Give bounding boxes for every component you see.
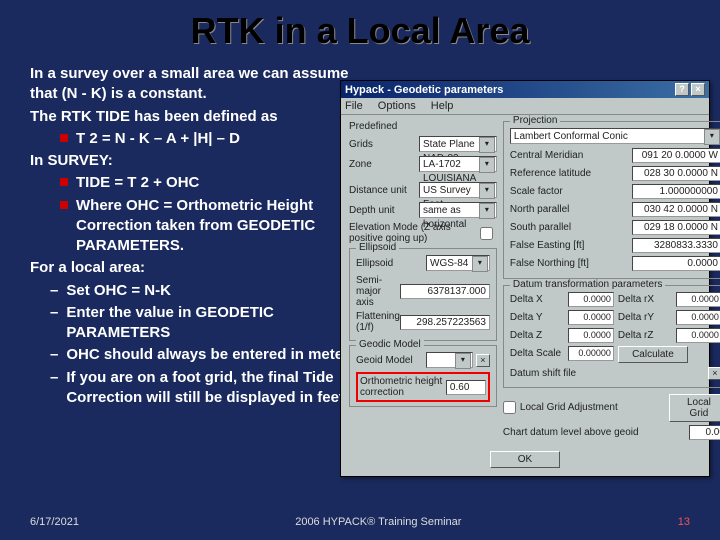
- lga-checkbox[interactable]: [503, 401, 516, 414]
- projection-group: Projection Lambert Conformal Conic Centr…: [503, 121, 720, 279]
- depth-unit-label: Depth unit: [349, 205, 419, 216]
- geodetic-dialog: Hypack - Geodetic parameters ? × File Op…: [340, 80, 710, 477]
- ohc-highlight: Orthometric height correction 0.60: [356, 372, 490, 402]
- dash-item: –Enter the value in GEODETIC PARAMETERS: [50, 303, 380, 344]
- geoid-group: Geodic Model Geoid Model × Orthometric h…: [349, 345, 497, 407]
- menu-file[interactable]: File: [345, 100, 363, 112]
- np-input[interactable]: 030 42 0.0000 N: [632, 202, 720, 217]
- predefined-label: Predefined: [349, 121, 419, 132]
- geoid-dropdown[interactable]: [426, 352, 473, 368]
- dash-item: –Set OHC = N-K: [50, 281, 380, 301]
- fe-input[interactable]: 3280833.3330: [632, 238, 720, 253]
- menubar: File Options Help: [341, 98, 709, 115]
- dash-item: –If you are on a foot grid, the final Ti…: [50, 368, 380, 409]
- datum-group: Datum transformation parameters Delta X0…: [503, 285, 720, 388]
- grids-label: Grids: [349, 139, 419, 150]
- ok-button[interactable]: OK: [490, 451, 560, 468]
- dist-unit-label: Distance unit: [349, 185, 419, 196]
- ellipsoid-label: Ellipsoid: [356, 258, 426, 269]
- drz-input[interactable]: 0.0000: [676, 328, 720, 343]
- bullet-text: Where OHC = Orthometric Height Correctio…: [76, 196, 380, 257]
- dy-input[interactable]: 0.0000: [568, 310, 614, 325]
- geoid-label: Geoid Model: [356, 355, 426, 366]
- datum-shift-label: Datum shift file: [510, 368, 708, 379]
- bullet-icon: [60, 178, 68, 186]
- ellipsoid-dropdown[interactable]: WGS-84: [426, 255, 490, 271]
- depth-unit-dropdown[interactable]: same as horizontal: [419, 202, 497, 218]
- datum-shift-browse-icon[interactable]: ×: [708, 367, 720, 380]
- elev-mode-checkbox[interactable]: [480, 227, 493, 240]
- bullet-text: T 2 = N - K – A + |H| – D: [76, 129, 240, 149]
- sf-input[interactable]: 1.000000000: [632, 184, 720, 199]
- zone-dropdown[interactable]: LA-1702 LOUISIANA SOUTH: [419, 156, 497, 172]
- ohc-input[interactable]: 0.60: [446, 380, 486, 395]
- paragraph: In SURVEY:: [30, 151, 380, 171]
- fn-input[interactable]: 0.0000: [632, 256, 720, 271]
- paragraph: In a survey over a small area we can ass…: [30, 64, 380, 105]
- titlebar[interactable]: Hypack - Geodetic parameters ? ×: [341, 81, 709, 98]
- footer-date: 6/17/2021: [30, 516, 79, 528]
- bullet-icon: [60, 201, 68, 209]
- help-icon[interactable]: ?: [675, 83, 689, 96]
- footer-center: 2006 HYPACK® Training Seminar: [295, 516, 461, 528]
- menu-help[interactable]: Help: [431, 100, 454, 112]
- ohc-label: Orthometric height correction: [360, 376, 446, 398]
- ellipsoid-group: Ellipsoid Ellipsoid WGS-84 Semi-major ax…: [349, 248, 497, 341]
- slide-number: 13: [678, 516, 690, 528]
- bullet: Where OHC = Orthometric Height Correctio…: [60, 196, 380, 257]
- drx-input[interactable]: 0.0000: [676, 292, 720, 307]
- paragraph: For a local area:: [30, 258, 380, 278]
- zone-label: Zone: [349, 159, 419, 170]
- bullet-icon: [60, 134, 68, 142]
- rl-input[interactable]: 028 30 0.0000 N: [632, 166, 720, 181]
- calculate-button[interactable]: Calculate: [618, 346, 688, 363]
- flat-label: Flattening (1/f): [356, 311, 400, 333]
- flat-input[interactable]: 298.257223563: [400, 315, 490, 330]
- slide-content: In a survey over a small area we can ass…: [30, 64, 380, 408]
- sma-label: Semi-major axis: [356, 275, 400, 308]
- slide-title: RTK in a Local Area: [30, 10, 690, 52]
- projection-dropdown[interactable]: Lambert Conformal Conic: [510, 128, 720, 144]
- ds-input[interactable]: 0.00000: [568, 346, 614, 361]
- close-icon[interactable]: ×: [691, 83, 705, 96]
- grids-dropdown[interactable]: State Plane NAD-83: [419, 136, 497, 152]
- bullet-text: TIDE = T 2 + OHC: [76, 173, 199, 193]
- menu-options[interactable]: Options: [378, 100, 416, 112]
- bullet: TIDE = T 2 + OHC: [60, 173, 380, 193]
- bullet: T 2 = N - K – A + |H| – D: [60, 129, 380, 149]
- sma-input[interactable]: 6378137.000: [400, 284, 490, 299]
- dz-input[interactable]: 0.0000: [568, 328, 614, 343]
- footer: 6/17/2021 2006 HYPACK® Training Seminar …: [30, 516, 690, 528]
- dry-input[interactable]: 0.0000: [676, 310, 720, 325]
- paragraph: The RTK TIDE has been defined as: [30, 107, 380, 127]
- dx-input[interactable]: 0.0000: [568, 292, 614, 307]
- geoid-browse-icon[interactable]: ×: [476, 354, 490, 367]
- local-grid-button[interactable]: Local Grid: [669, 394, 720, 422]
- dash-item: –OHC should always be entered in meters!: [50, 345, 380, 365]
- cm-input[interactable]: 091 20 0.0000 W: [632, 148, 720, 163]
- chart-datum-input[interactable]: 0.00: [689, 425, 720, 440]
- form: Predefined Grids State Plane NAD-83 Zone…: [341, 115, 709, 476]
- window-title: Hypack - Geodetic parameters: [345, 84, 503, 96]
- dist-unit-dropdown[interactable]: US Survey Foot: [419, 182, 497, 198]
- sp-input[interactable]: 029 18 0.0000 N: [632, 220, 720, 235]
